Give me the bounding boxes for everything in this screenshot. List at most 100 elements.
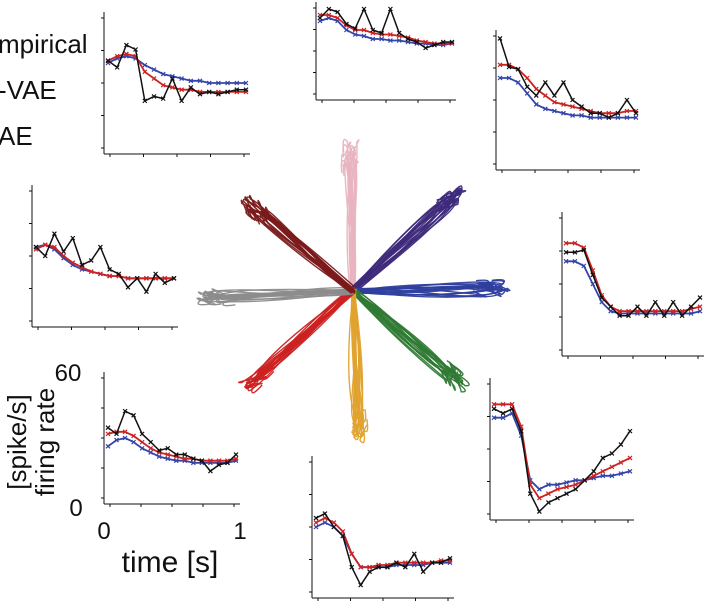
reach-trajectory [340,159,357,293]
data-point-empirical [143,289,149,295]
data-point-model-b [156,454,162,460]
data-point-model-a [670,308,676,314]
data-point-model-b [243,80,249,86]
series-line-model-a [494,403,631,500]
data-point-empirical [414,39,420,45]
data-point-empirical [88,258,94,263]
series-line-model-a [500,63,636,115]
y-tick-bottom: 0 [69,495,82,522]
data-point-model-a [652,308,658,314]
legend-label-model-a: -VAE [0,75,57,105]
data-point-model-a [509,401,515,407]
data-point-model-b [599,299,605,305]
data-point-empirical [216,462,222,468]
data-point-empirical [431,42,437,48]
data-point-empirical [518,428,524,434]
reach-trajectory [352,292,359,438]
data-point-empirical [225,460,230,466]
data-point-empirical [370,27,376,33]
axis-labels: 60 0 0 1 [spike/s] firing rate time [s] [2,360,247,579]
series-line-model-b [107,55,246,84]
reach-trajectory [350,290,463,385]
data-point-model-a [423,39,429,45]
data-point-empirical [515,66,521,72]
reach-trajectory [350,281,492,294]
reach-trajectory [352,285,503,292]
data-point-model-a [107,273,113,279]
reach-bundle-2 [349,185,467,295]
data-point-model-a [122,429,128,435]
data-point-model-a [151,76,157,81]
series-line-empirical [107,44,246,102]
data-point-empirical [105,58,111,64]
data-point-empirical [615,110,621,116]
data-point-model-a [561,101,566,107]
data-point-model-b [564,480,569,485]
data-point-model-a [123,51,129,57]
reach-bundle-3 [350,279,511,298]
data-point-model-a [572,240,578,246]
data-point-model-a [88,269,94,275]
data-point-model-a [563,240,569,246]
panel-middle-left [29,185,178,330]
series-line-empirical [566,249,701,317]
data-point-model-a [551,99,557,105]
data-point-empirical [114,64,120,70]
data-point-model-b [588,115,594,121]
data-point-model-b [396,38,402,43]
data-point-model-a [361,27,367,33]
data-point-model-b [225,80,231,86]
data-point-model-b [215,80,221,86]
data-point-model-a [555,486,560,492]
data-point-empirical [107,266,113,272]
y-axis-label-name: firing rate [30,388,60,496]
data-point-model-b [563,258,569,264]
series-line-model-a [315,517,450,569]
data-point-model-a [497,62,503,68]
data-point-model-b [173,458,179,464]
reach-trajectory [353,189,463,291]
data-point-empirical [234,87,240,93]
reach-trajectory [242,198,354,294]
data-point-model-b [500,415,506,421]
data-point-empirical [573,486,579,492]
data-point-empirical [393,560,399,566]
data-point-empirical [139,431,145,437]
data-point-model-a [335,15,341,21]
data-point-model-b [555,482,560,488]
data-point-empirical [317,15,323,21]
data-point-model-b [105,443,111,449]
data-point-empirical [322,511,328,517]
data-point-empirical [509,406,515,412]
data-point-empirical [572,249,578,255]
reach-trajectory [353,287,502,298]
data-point-empirical [151,93,157,99]
data-point-empirical [606,115,612,121]
series-line-model-a [566,242,701,313]
data-point-empirical [349,564,355,570]
data-point-empirical [313,515,319,521]
data-point-empirical [624,97,630,103]
data-point-empirical [600,455,606,461]
data-point-empirical [423,45,429,51]
data-point-model-b [573,477,579,483]
data-point-empirical [340,533,346,539]
series-line-model-b [494,412,631,491]
data-point-model-a [618,459,624,465]
reach-bundle-1 [340,138,360,294]
series-line-model-b [500,77,636,119]
data-point-model-a [340,529,346,534]
data-point-empirical [533,93,539,99]
data-point-model-a [536,495,542,501]
data-point-empirical [599,295,605,301]
data-point-model-b [590,281,596,287]
reach-trajectory [197,288,353,306]
data-point-model-b [633,115,639,121]
reach-bundle-5 [348,287,369,444]
data-point-model-a [627,455,633,461]
data-point-model-a [591,473,597,479]
data-point-empirical [125,284,131,290]
reach-trajectory [257,199,357,293]
legend: mpirical -VAE AE [0,29,88,151]
data-point-model-b [688,311,694,316]
